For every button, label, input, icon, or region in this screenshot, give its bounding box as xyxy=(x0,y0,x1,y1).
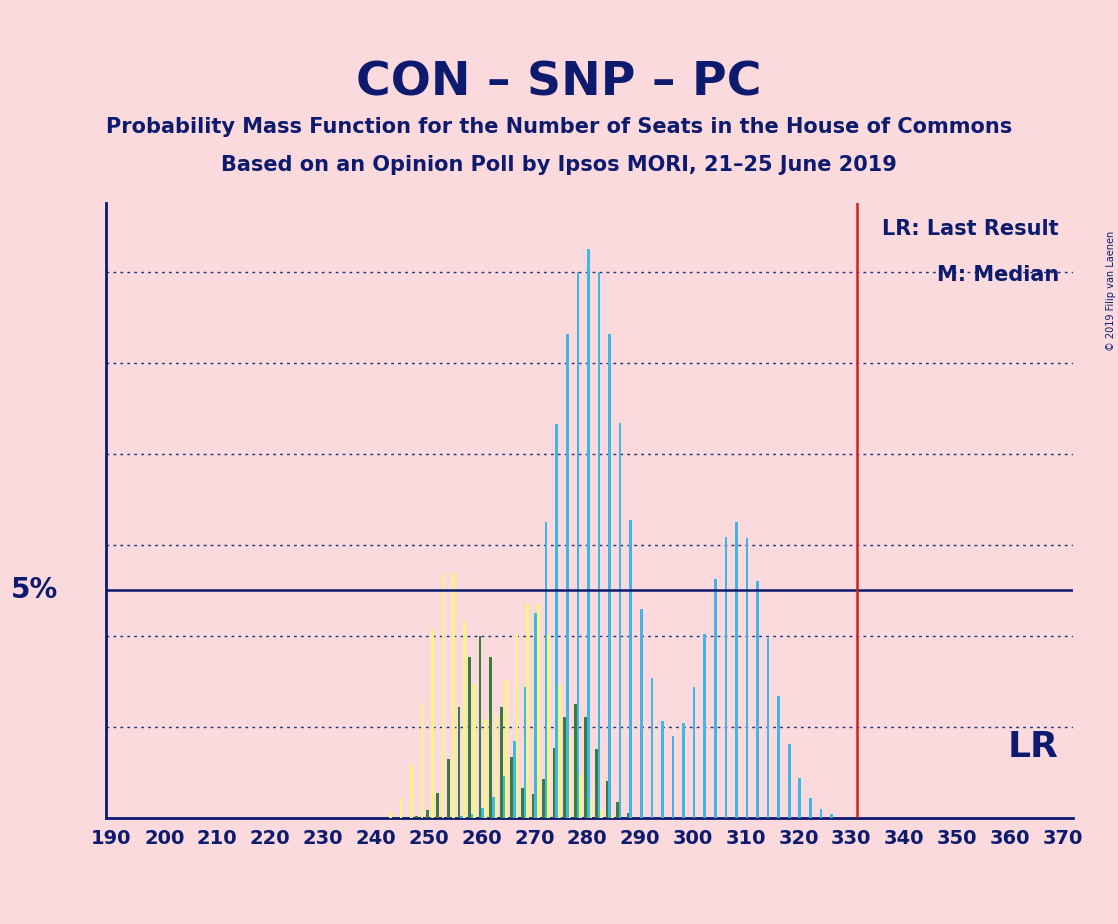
Bar xyxy=(457,707,461,818)
Bar xyxy=(436,793,439,818)
Bar xyxy=(534,613,537,818)
Text: LR: Last Result: LR: Last Result xyxy=(882,219,1059,238)
Bar xyxy=(521,788,523,818)
Text: © 2019 Filip van Laenen: © 2019 Filip van Laenen xyxy=(1106,231,1116,351)
Bar xyxy=(682,723,685,818)
Bar xyxy=(610,815,614,818)
Bar xyxy=(479,636,482,818)
Bar xyxy=(608,334,610,818)
Bar xyxy=(432,628,434,818)
Bar xyxy=(503,776,505,818)
Bar xyxy=(556,424,558,818)
Bar xyxy=(389,812,391,818)
Bar xyxy=(537,603,540,818)
Bar xyxy=(777,696,780,818)
Bar xyxy=(461,816,463,818)
Bar xyxy=(544,522,548,818)
Bar xyxy=(661,722,664,818)
Bar xyxy=(500,707,503,818)
Bar xyxy=(788,744,790,818)
Bar xyxy=(532,795,534,818)
Bar xyxy=(505,679,508,818)
Bar xyxy=(484,721,486,818)
Bar xyxy=(490,657,492,818)
Bar xyxy=(724,537,727,818)
Text: LR: LR xyxy=(1008,730,1059,764)
Text: M: Median: M: Median xyxy=(937,264,1059,285)
Bar xyxy=(595,748,598,818)
Bar xyxy=(513,741,515,818)
Bar xyxy=(426,809,428,818)
Bar xyxy=(563,717,566,818)
Text: 5%: 5% xyxy=(10,577,58,604)
Bar xyxy=(639,610,643,818)
Bar xyxy=(523,687,527,818)
Bar xyxy=(714,579,717,818)
Bar xyxy=(492,796,494,818)
Text: Based on an Opinion Poll by Ipsos MORI, 21–25 June 2019: Based on an Opinion Poll by Ipsos MORI, … xyxy=(221,155,897,176)
Bar xyxy=(587,249,590,818)
Bar xyxy=(420,703,424,818)
Bar xyxy=(410,763,413,818)
Bar xyxy=(548,636,550,818)
Bar xyxy=(474,684,476,818)
Bar xyxy=(511,758,513,818)
Text: Probability Mass Function for the Number of Seats in the House of Commons: Probability Mass Function for the Number… xyxy=(106,117,1012,138)
Text: CON – SNP – PC: CON – SNP – PC xyxy=(357,60,761,105)
Bar xyxy=(590,798,593,818)
Bar xyxy=(756,581,759,818)
Bar xyxy=(482,808,484,818)
Bar xyxy=(767,638,769,818)
Bar xyxy=(746,538,748,818)
Bar xyxy=(819,809,822,818)
Bar xyxy=(606,781,608,818)
Bar xyxy=(577,272,579,818)
Bar xyxy=(447,759,449,818)
Bar xyxy=(651,678,653,818)
Bar xyxy=(453,573,455,818)
Bar xyxy=(703,634,705,818)
Bar xyxy=(552,748,556,818)
Bar xyxy=(598,272,600,818)
Bar xyxy=(585,717,587,818)
Bar xyxy=(527,603,529,818)
Bar xyxy=(494,716,498,818)
Bar xyxy=(471,814,474,818)
Bar xyxy=(735,522,738,818)
Bar xyxy=(798,778,802,818)
Bar xyxy=(831,814,833,818)
Bar xyxy=(569,736,571,818)
Bar xyxy=(672,736,674,818)
Bar xyxy=(442,575,445,818)
Bar xyxy=(618,423,622,818)
Bar xyxy=(579,774,581,818)
Bar xyxy=(566,334,569,818)
Bar xyxy=(399,797,402,818)
Bar xyxy=(416,816,418,818)
Bar xyxy=(463,621,465,818)
Bar xyxy=(629,520,632,818)
Bar xyxy=(542,779,544,818)
Bar xyxy=(693,687,695,818)
Bar xyxy=(600,810,603,818)
Bar xyxy=(616,802,618,818)
Bar xyxy=(627,813,629,818)
Bar xyxy=(574,704,577,818)
Bar xyxy=(515,634,519,818)
Bar xyxy=(558,686,561,818)
Bar xyxy=(809,798,812,818)
Bar xyxy=(468,657,471,818)
